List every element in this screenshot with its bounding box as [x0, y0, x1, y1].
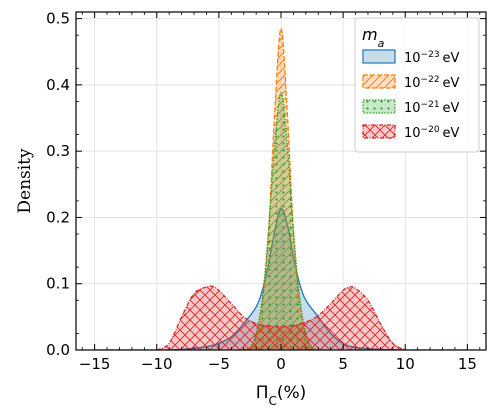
y-tick-label: 0.4	[46, 76, 70, 94]
legend-swatch-hatch-1022	[363, 75, 395, 88]
x-tick-label: 10	[396, 355, 415, 373]
x-tick-label: −15	[79, 355, 111, 373]
series-layer	[94, 27, 468, 350]
legend-label-1020: 10−20 eV	[404, 125, 460, 141]
legend-label-1021: 10−21 eV	[404, 100, 460, 116]
y-tick-label: 0.5	[46, 10, 70, 28]
legend-swatch-hatch-1020	[363, 125, 395, 138]
legend-swatch-hatch-1021	[363, 100, 395, 113]
legend-swatch-1020	[362, 124, 396, 139]
x-axis-label: ΠC(%)	[256, 383, 307, 408]
x-tick-label: 15	[458, 355, 477, 373]
legend-swatch-1021	[362, 99, 396, 114]
legend-label-1022: 10−22 eV	[404, 75, 460, 91]
x-tick-label: 0	[276, 355, 286, 373]
y-tick-label: 0.1	[46, 275, 70, 293]
y-tick-label: 0.3	[46, 142, 70, 160]
legend-swatch-fill-1023	[363, 50, 395, 63]
x-tick-label: −5	[208, 355, 230, 373]
series-1021-hatch	[243, 92, 319, 350]
y-tick-label: 0.0	[46, 341, 70, 359]
ticks: −15 −10 −5 0 5 10 15 0.0 0.1 0.2 0.3 0.4 0.5	[46, 10, 486, 373]
x-tick-label: −10	[141, 355, 173, 373]
series-1020-hatch	[156, 286, 406, 350]
legend-label-1023: 10−23 eV	[404, 50, 460, 66]
legend-box	[354, 17, 480, 153]
x-tick-label: 5	[338, 355, 348, 373]
series-1020-line	[156, 285, 406, 350]
legend-swatch-1022	[362, 74, 396, 89]
y-tick-label: 0.2	[46, 208, 70, 226]
y-axis-label: Density	[15, 148, 35, 214]
legend-swatch-1023	[362, 49, 396, 64]
